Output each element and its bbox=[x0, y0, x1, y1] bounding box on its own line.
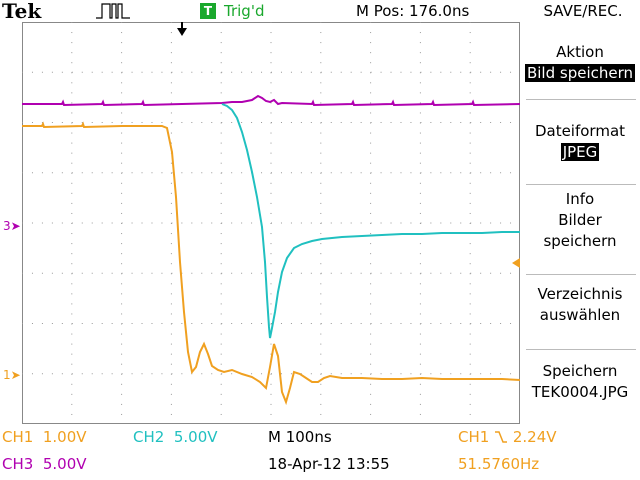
acquisition-mode-icon bbox=[96, 3, 130, 19]
ch3-trace bbox=[22, 94, 520, 107]
trigger-position-icon bbox=[177, 28, 187, 36]
menu-button-format[interactable]: Dateiformat JPEG bbox=[520, 121, 640, 163]
ch1-trace bbox=[22, 121, 520, 406]
menu-dir-line2: auswählen bbox=[539, 306, 621, 324]
ch1-readout: CH1 1.00V bbox=[2, 428, 87, 446]
horizontal-position: M Pos: 176.0ns bbox=[356, 2, 470, 20]
menu-button-directory[interactable]: Verzeichnis auswählen bbox=[520, 284, 640, 326]
ch2-readout: CH2 5.00V bbox=[133, 428, 218, 446]
ch3-readout: CH3 5.00V bbox=[2, 455, 87, 473]
menu-dir-line1: Verzeichnis bbox=[537, 285, 623, 303]
trigger-badge: T bbox=[200, 3, 216, 19]
menu-divider bbox=[526, 99, 636, 100]
status-bar: Tek T Trig'd M Pos: 176.0ns SAVE/REC. bbox=[0, 0, 640, 22]
frequency-readout: 51.5760Hz bbox=[458, 455, 540, 473]
brand-logo: Tek bbox=[2, 0, 42, 23]
menu-format-label: Dateiformat bbox=[534, 122, 626, 140]
falling-edge-icon bbox=[495, 431, 508, 443]
menu-divider bbox=[526, 274, 636, 275]
trigger-level-icon bbox=[512, 258, 520, 268]
menu-button-action[interactable]: Aktion Bild speichern bbox=[520, 42, 640, 84]
menu-save-line1: Speichern bbox=[542, 362, 618, 380]
timebase-readout: M 100ns bbox=[268, 428, 332, 446]
menu-info-line2: Bilder bbox=[558, 211, 602, 229]
grid-dots bbox=[22, 22, 512, 415]
menu-action-label: Aktion bbox=[556, 43, 604, 61]
menu-info-line1: Info bbox=[565, 190, 595, 208]
menu-title: SAVE/REC. bbox=[543, 2, 623, 20]
menu-info-line3: speichern bbox=[543, 232, 617, 250]
menu-action-value: Bild speichern bbox=[524, 64, 636, 82]
menu-save-line2: TEK0004.JPG bbox=[531, 383, 629, 401]
menu-button-info[interactable]: Info Bilder speichern bbox=[520, 189, 640, 252]
date-time: 18-Apr-12 13:55 bbox=[268, 455, 390, 473]
trigger-status: Trig'd bbox=[224, 2, 265, 20]
menu-divider bbox=[526, 349, 636, 350]
ch3-ground-marker: 3➤ bbox=[3, 219, 21, 233]
ch2-trace bbox=[221, 103, 520, 339]
waveform-display bbox=[22, 22, 520, 424]
trigger-readout: CH1 2.24V bbox=[458, 428, 557, 446]
side-menu: Aktion Bild speichern Dateiformat JPEG I… bbox=[520, 22, 640, 424]
ch1-ground-marker: 1➤ bbox=[3, 368, 21, 382]
menu-button-save[interactable]: Speichern TEK0004.JPG bbox=[520, 361, 640, 403]
menu-format-value: JPEG bbox=[560, 143, 600, 161]
menu-divider bbox=[526, 184, 636, 185]
